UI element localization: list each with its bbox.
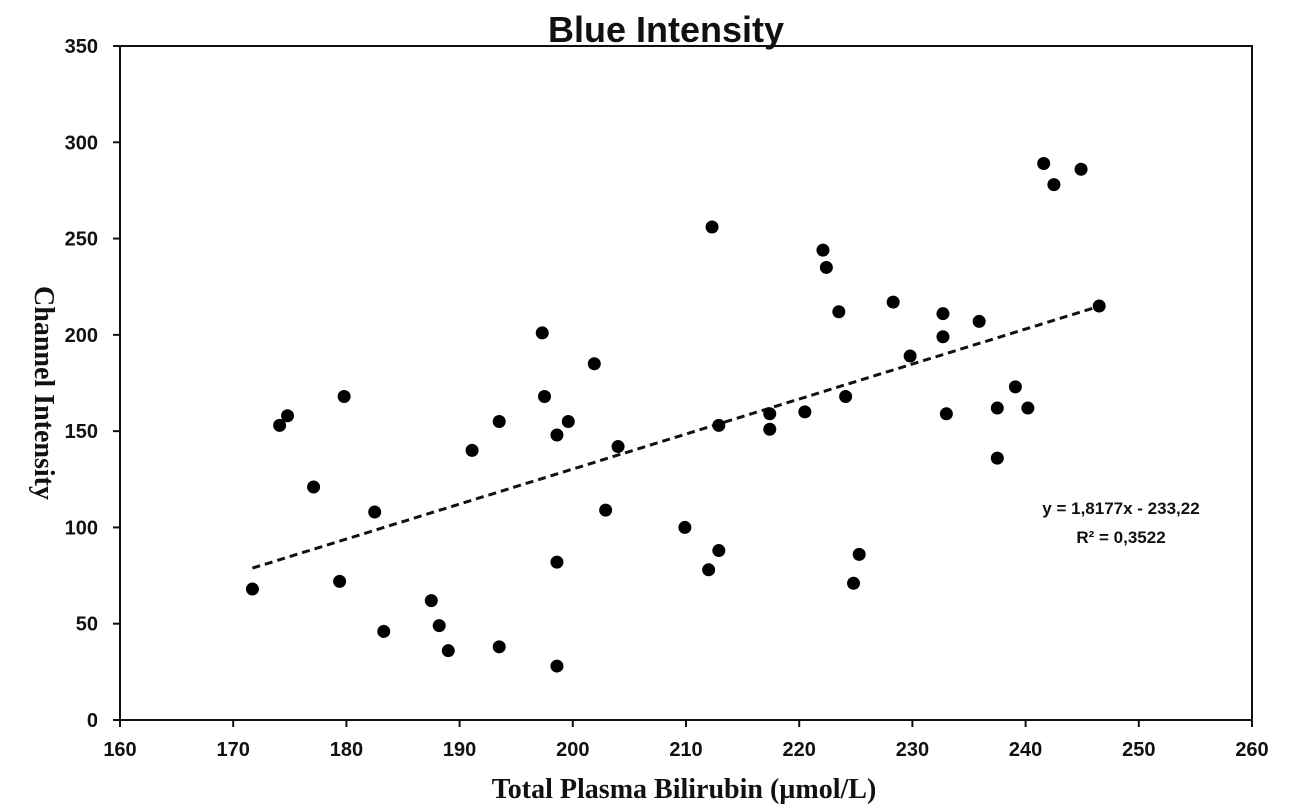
trendline bbox=[252, 304, 1100, 570]
data-point bbox=[561, 415, 575, 429]
data-point bbox=[1037, 156, 1051, 170]
data-point bbox=[847, 576, 861, 590]
y-tick-label: 200 bbox=[65, 325, 98, 347]
data-point bbox=[972, 314, 986, 328]
data-point bbox=[432, 619, 446, 633]
data-point bbox=[1047, 178, 1061, 192]
x-tick-label: 230 bbox=[896, 739, 929, 761]
data-point bbox=[678, 520, 692, 534]
x-tick-label: 200 bbox=[556, 739, 589, 761]
data-point bbox=[245, 582, 259, 596]
data-point bbox=[377, 624, 391, 638]
x-tick-label: 170 bbox=[217, 739, 250, 761]
x-tick-label: 180 bbox=[330, 739, 363, 761]
data-point bbox=[1021, 401, 1035, 415]
data-point bbox=[705, 220, 719, 234]
data-point bbox=[936, 330, 950, 344]
y-axis-label: Channel Intensity bbox=[28, 286, 59, 500]
data-point bbox=[333, 574, 347, 588]
y-tick-label: 100 bbox=[65, 517, 98, 539]
data-point bbox=[839, 389, 853, 403]
data-point bbox=[441, 644, 455, 658]
data-point bbox=[819, 260, 833, 274]
data-point bbox=[538, 389, 551, 403]
trendline-equation: y = 1,8177x - 233,22 bbox=[1042, 499, 1199, 518]
x-tick-label: 220 bbox=[783, 739, 816, 761]
data-point bbox=[273, 418, 287, 432]
data-point bbox=[1092, 299, 1106, 313]
data-point bbox=[702, 563, 716, 577]
data-point bbox=[1074, 162, 1088, 176]
data-point bbox=[990, 451, 1004, 465]
data-point bbox=[550, 428, 564, 442]
data-point bbox=[368, 505, 382, 519]
data-point bbox=[816, 243, 830, 257]
y-tick-label: 150 bbox=[65, 421, 98, 443]
data-point bbox=[832, 305, 846, 319]
data-point bbox=[712, 418, 726, 432]
data-point bbox=[307, 480, 321, 494]
data-point bbox=[550, 555, 564, 569]
data-point bbox=[535, 326, 549, 340]
data-point bbox=[281, 409, 295, 423]
data-point bbox=[492, 415, 506, 429]
x-tick-label: 210 bbox=[669, 739, 702, 761]
x-tick-label: 250 bbox=[1122, 739, 1155, 761]
data-point bbox=[1008, 380, 1022, 394]
data-point bbox=[550, 659, 564, 673]
x-tick-label: 190 bbox=[443, 739, 476, 761]
data-point bbox=[936, 307, 950, 321]
data-point bbox=[611, 440, 625, 454]
x-axis-ticks: 160 170 180 190 200 210 220 230 240 250 260 bbox=[103, 720, 1269, 761]
data-point bbox=[712, 544, 726, 558]
chart-title: Blue Intensity bbox=[548, 9, 784, 50]
data-point bbox=[763, 407, 777, 421]
r-squared-label: R² = 0,3522 bbox=[1076, 528, 1165, 547]
y-tick-label: 300 bbox=[65, 132, 98, 154]
x-tick-label: 260 bbox=[1235, 739, 1268, 761]
data-point bbox=[587, 357, 601, 371]
data-point bbox=[852, 547, 866, 561]
data-point bbox=[798, 405, 812, 419]
data-point bbox=[763, 422, 777, 436]
x-axis-label: Total Plasma Bilirubin (µmol/L) bbox=[492, 774, 877, 805]
data-point bbox=[337, 389, 351, 403]
y-tick-label: 50 bbox=[76, 614, 98, 636]
data-point bbox=[465, 443, 479, 457]
data-point bbox=[990, 401, 1004, 415]
y-tick-label: 250 bbox=[65, 229, 98, 251]
x-tick-label: 160 bbox=[103, 739, 136, 761]
data-point bbox=[599, 503, 613, 517]
x-tick-label: 240 bbox=[1009, 739, 1042, 761]
data-point bbox=[424, 594, 438, 608]
data-points bbox=[245, 156, 1106, 673]
y-axis-ticks: 0 50 100 150 200 250 300 350 bbox=[65, 36, 120, 732]
y-tick-label: 350 bbox=[65, 36, 98, 58]
data-point bbox=[886, 295, 900, 309]
y-tick-label: 0 bbox=[87, 710, 98, 732]
data-point bbox=[939, 407, 953, 421]
data-point bbox=[492, 640, 506, 654]
data-point bbox=[903, 349, 917, 363]
